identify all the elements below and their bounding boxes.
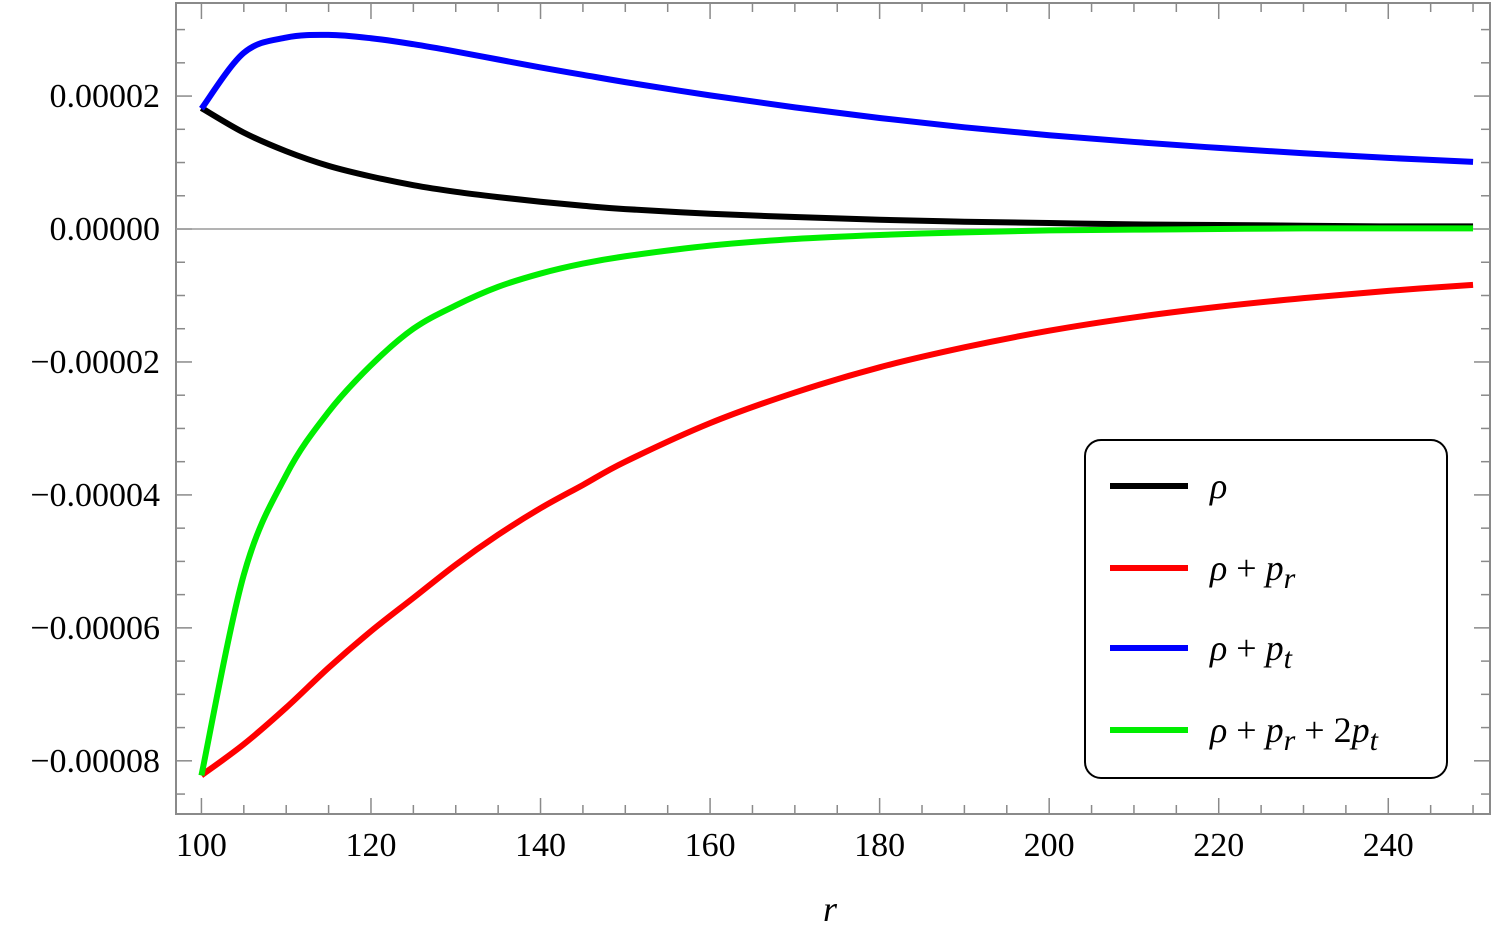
plot-frame — [175, 2, 1491, 815]
x-tick-label: 160 — [685, 827, 736, 864]
series-line-1 — [199, 281, 1474, 778]
tick-labels: 100 120 140 160 180 200 220 240 0.00002 0.00000 −0… — [30, 78, 1413, 864]
legend: ρ ρ + pr ρ + pt ρ + pr + 2pt — [1084, 439, 1448, 779]
x-tick-label: 240 — [1363, 827, 1414, 864]
legend-label-0: ρ — [1209, 466, 1227, 506]
x-tick-label: 140 — [515, 827, 566, 864]
legend-label-1: ρ + pr — [1209, 548, 1296, 595]
x-tick-label: 120 — [345, 827, 396, 864]
x-axis-title: r — [823, 889, 838, 929]
legend-box — [1084, 439, 1448, 779]
axis-ticks — [176, 3, 1490, 814]
y-tick-label: −0.00004 — [30, 477, 160, 514]
x-tick-label: 200 — [1024, 827, 1075, 864]
legend-label-3: ρ + pr + 2pt — [1209, 710, 1379, 757]
y-tick-label: −0.00002 — [30, 344, 160, 381]
series-line-0 — [199, 105, 1474, 230]
series-group — [198, 31, 1474, 778]
series-line-3 — [198, 225, 1474, 777]
series-line-2 — [199, 31, 1474, 165]
y-tick-label: 0.00000 — [50, 211, 161, 248]
legend-label-2: ρ + pt — [1209, 628, 1293, 675]
x-tick-label: 220 — [1193, 827, 1244, 864]
x-tick-label: 100 — [176, 827, 227, 864]
x-tick-label: 180 — [854, 827, 905, 864]
y-tick-label: −0.00008 — [30, 743, 160, 780]
y-tick-label: −0.00006 — [30, 610, 160, 647]
y-tick-label: 0.00002 — [50, 78, 161, 115]
